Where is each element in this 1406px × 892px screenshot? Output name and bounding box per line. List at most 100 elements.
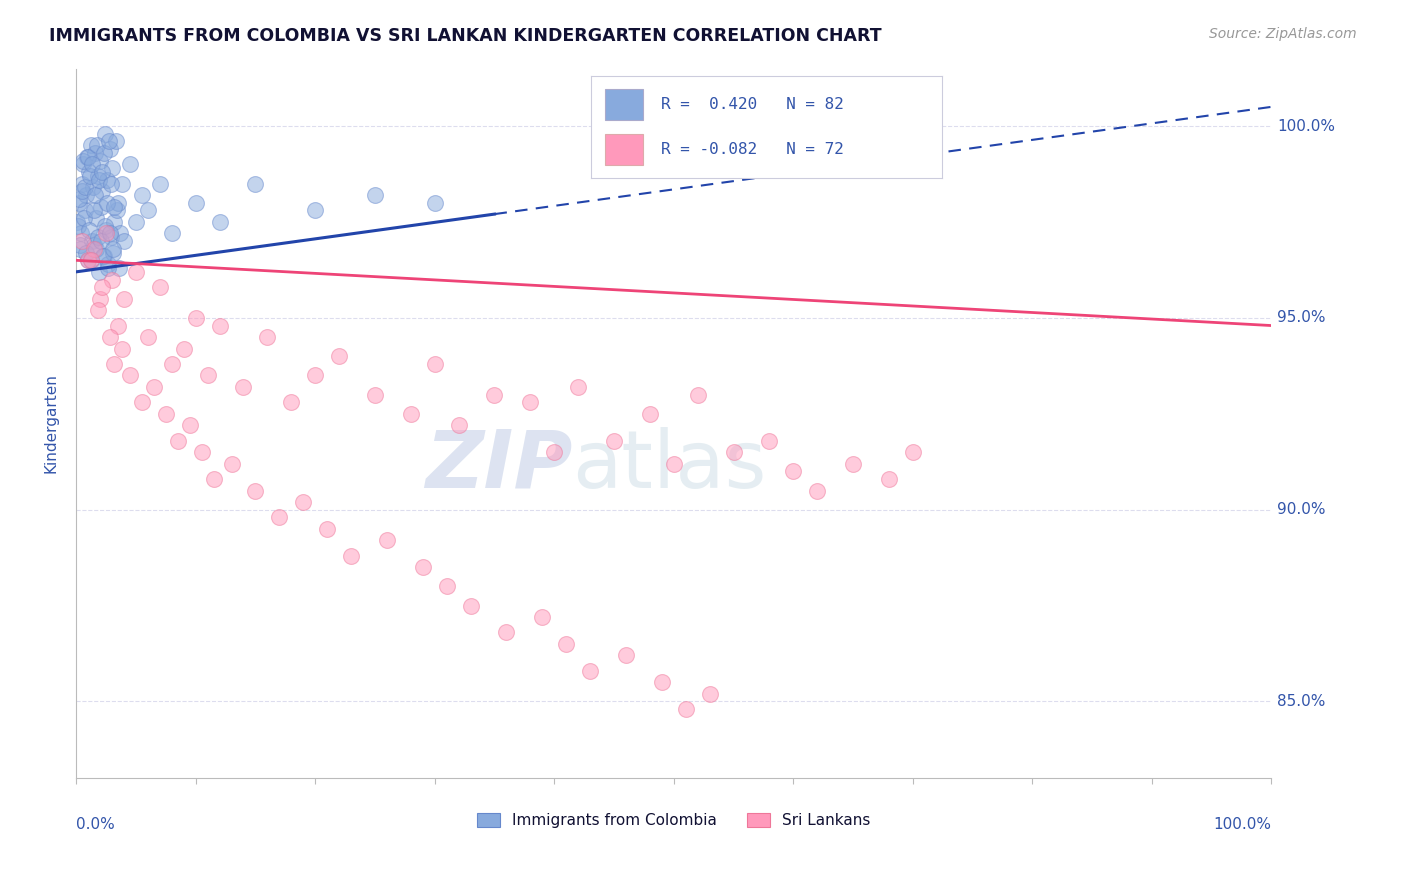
Point xyxy=(118,157,141,171)
Point xyxy=(79,169,101,183)
Point xyxy=(89,153,111,168)
Point xyxy=(110,177,132,191)
Point xyxy=(460,599,482,613)
Point xyxy=(77,222,100,236)
Point xyxy=(83,203,105,218)
Point xyxy=(202,472,225,486)
Text: IMMIGRANTS FROM COLOMBIA VS SRI LANKAN KINDERGARTEN CORRELATION CHART: IMMIGRANTS FROM COLOMBIA VS SRI LANKAN K… xyxy=(49,27,882,45)
Point xyxy=(76,150,98,164)
Point xyxy=(555,637,578,651)
Point xyxy=(84,145,107,160)
Point xyxy=(93,250,115,264)
Point xyxy=(603,434,626,448)
Text: 85.0%: 85.0% xyxy=(1277,694,1326,709)
Point xyxy=(579,664,602,678)
Point xyxy=(103,215,125,229)
Point xyxy=(495,625,517,640)
Point xyxy=(100,230,122,244)
Point xyxy=(806,483,828,498)
Point xyxy=(70,234,93,248)
Point xyxy=(89,173,111,187)
Point xyxy=(567,380,589,394)
Point xyxy=(82,157,104,171)
Point xyxy=(75,245,97,260)
FancyBboxPatch shape xyxy=(605,135,644,165)
Point xyxy=(75,180,97,194)
Point xyxy=(166,434,188,448)
Point xyxy=(93,145,115,160)
Point xyxy=(686,387,709,401)
Point xyxy=(131,188,153,202)
Point xyxy=(80,253,103,268)
Point xyxy=(66,219,89,233)
Point xyxy=(103,200,125,214)
Point xyxy=(149,177,172,191)
Point xyxy=(110,342,132,356)
Point xyxy=(96,173,118,187)
Point xyxy=(675,702,697,716)
Point xyxy=(399,407,422,421)
Point xyxy=(112,234,135,248)
Point xyxy=(86,138,108,153)
Point xyxy=(80,234,103,248)
Point xyxy=(316,522,339,536)
Point xyxy=(160,227,183,241)
Point xyxy=(245,177,267,191)
Point xyxy=(758,434,780,448)
Point xyxy=(436,579,458,593)
Point xyxy=(160,357,183,371)
Point xyxy=(269,510,291,524)
Point xyxy=(97,260,120,275)
Point xyxy=(82,180,104,194)
Point xyxy=(423,195,446,210)
Point xyxy=(136,203,159,218)
Point xyxy=(97,257,120,271)
Point xyxy=(90,200,112,214)
Point xyxy=(155,407,177,421)
Point xyxy=(292,495,315,509)
Point xyxy=(77,253,100,268)
Point xyxy=(782,464,804,478)
Point xyxy=(73,211,96,226)
Point xyxy=(484,387,506,401)
Point xyxy=(651,675,673,690)
Point xyxy=(519,395,541,409)
Text: Source: ZipAtlas.com: Source: ZipAtlas.com xyxy=(1209,27,1357,41)
Point xyxy=(423,357,446,371)
Point xyxy=(364,387,387,401)
Point xyxy=(83,188,105,202)
Point xyxy=(86,303,108,318)
Point xyxy=(86,169,108,183)
Point xyxy=(70,184,93,198)
Point xyxy=(208,318,231,333)
Point xyxy=(118,368,141,383)
Point xyxy=(877,472,900,486)
Point xyxy=(66,215,89,229)
Point xyxy=(72,153,94,168)
Point xyxy=(67,192,90,206)
Point xyxy=(98,227,121,241)
Point xyxy=(412,560,434,574)
Point xyxy=(90,165,112,179)
Point xyxy=(105,203,128,218)
Text: R = -0.082   N = 72: R = -0.082 N = 72 xyxy=(661,142,844,157)
Point xyxy=(107,318,129,333)
Point xyxy=(100,177,122,191)
Text: 100.0%: 100.0% xyxy=(1277,119,1336,134)
Point xyxy=(328,349,350,363)
Point xyxy=(184,310,207,325)
Point xyxy=(70,227,93,241)
Point xyxy=(340,549,363,563)
Point xyxy=(142,380,165,394)
Point xyxy=(107,195,129,210)
FancyBboxPatch shape xyxy=(605,89,644,120)
Point xyxy=(723,445,745,459)
Point xyxy=(67,195,90,210)
Point xyxy=(136,330,159,344)
Point xyxy=(79,253,101,268)
Point xyxy=(375,533,398,548)
Point xyxy=(98,330,121,344)
Point xyxy=(125,265,148,279)
Point xyxy=(638,407,661,421)
Point xyxy=(108,260,131,275)
